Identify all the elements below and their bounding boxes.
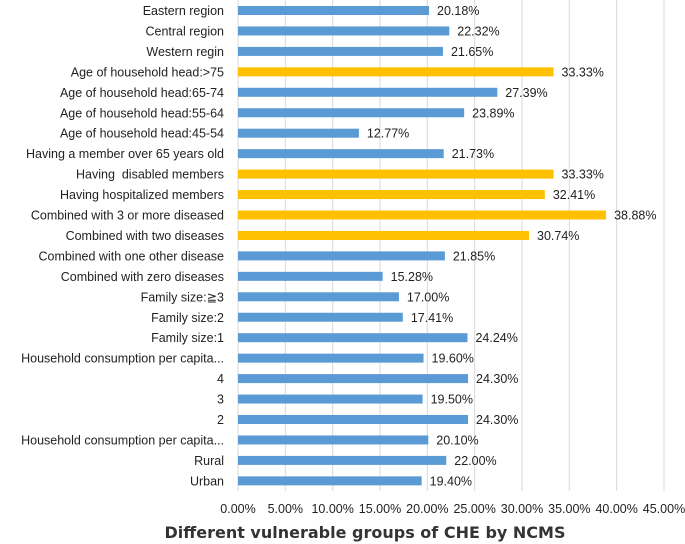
bar bbox=[238, 292, 399, 302]
category-label: Western regin bbox=[146, 45, 224, 59]
category-label: Family size:2 bbox=[151, 311, 224, 325]
data-label: 22.00% bbox=[454, 454, 496, 468]
data-label: 21.65% bbox=[451, 45, 493, 59]
category-label: Central region bbox=[145, 24, 224, 38]
data-label: 21.73% bbox=[452, 147, 494, 161]
category-label: Having a member over 65 years old bbox=[26, 147, 224, 161]
x-tick-label: 10.00% bbox=[311, 502, 353, 516]
category-label: Household consumption per capita... bbox=[21, 352, 224, 366]
bar bbox=[238, 353, 424, 363]
category-label: Family size:≧3 bbox=[141, 290, 224, 304]
data-label: 23.89% bbox=[472, 106, 514, 120]
x-tick-label: 0.00% bbox=[220, 502, 255, 516]
category-label: Age of household head:55-64 bbox=[60, 106, 224, 120]
bar bbox=[238, 6, 430, 15]
bar bbox=[238, 108, 465, 118]
bar bbox=[238, 333, 468, 343]
category-label: Eastern region bbox=[143, 4, 224, 18]
data-label: 17.41% bbox=[411, 311, 453, 325]
data-label: 17.00% bbox=[407, 290, 449, 304]
data-label: 33.33% bbox=[562, 65, 604, 79]
x-axis-ticks: 0.00% 5.00% 10.00% 15.00% 20.00% 25.00% 30.00%… bbox=[220, 502, 685, 516]
bar bbox=[238, 210, 607, 220]
bar bbox=[238, 169, 554, 179]
x-tick-label: 20.00% bbox=[406, 502, 448, 516]
data-label: 24.24% bbox=[475, 331, 517, 345]
bar bbox=[238, 87, 498, 97]
x-tick-label: 30.00% bbox=[501, 502, 543, 516]
bar bbox=[238, 312, 403, 322]
bar bbox=[238, 251, 445, 261]
data-label: 15.28% bbox=[391, 270, 433, 284]
category-label: Age of household head:>75 bbox=[71, 65, 224, 79]
category-label: Combined with one other disease bbox=[38, 249, 224, 263]
bar bbox=[238, 394, 423, 404]
value-labels: 20.18% 22.32% 21.65% 33.33% 27.39% 23.89% 12.7… bbox=[367, 4, 657, 488]
data-label: 24.30% bbox=[476, 413, 518, 427]
bar bbox=[238, 271, 383, 281]
category-label: Having hospitalized members bbox=[60, 188, 224, 202]
data-label: 20.10% bbox=[436, 433, 478, 447]
data-label: 33.33% bbox=[562, 168, 604, 182]
category-label: 2 bbox=[217, 413, 224, 427]
bar bbox=[238, 435, 429, 445]
category-label: Age of household head:65-74 bbox=[60, 86, 224, 100]
category-label: Age of household head:45-54 bbox=[60, 127, 224, 141]
bar bbox=[238, 190, 545, 200]
x-tick-label: 35.00% bbox=[548, 502, 590, 516]
category-label: 3 bbox=[217, 393, 224, 407]
x-tick-label: 40.00% bbox=[595, 502, 637, 516]
category-label: Combined with two diseases bbox=[66, 229, 224, 243]
gridlines bbox=[237, 0, 665, 491]
x-axis-title: Different vulnerable groups of CHE by NC… bbox=[165, 523, 566, 542]
data-label: 32.41% bbox=[553, 188, 595, 202]
x-tick-label: 25.00% bbox=[453, 502, 495, 516]
bar bbox=[238, 128, 359, 138]
x-tick-label: 15.00% bbox=[359, 502, 401, 516]
x-tick-label: 45.00% bbox=[643, 502, 685, 516]
data-label: 27.39% bbox=[505, 86, 547, 100]
data-label: 21.85% bbox=[453, 249, 495, 263]
bar bbox=[238, 26, 450, 36]
data-label: 20.18% bbox=[437, 4, 479, 18]
data-label: 30.74% bbox=[537, 229, 579, 243]
category-label: Having disabled members bbox=[76, 168, 224, 182]
category-label: Rural bbox=[194, 454, 224, 468]
data-label: 19.50% bbox=[431, 393, 473, 407]
category-label: 4 bbox=[217, 372, 224, 386]
data-label: 22.32% bbox=[457, 24, 499, 38]
data-label: 38.88% bbox=[614, 209, 656, 223]
category-labels: Eastern region Central region Western regi… bbox=[21, 4, 224, 488]
bar bbox=[238, 46, 443, 56]
data-label: 12.77% bbox=[367, 127, 409, 141]
data-label: 24.30% bbox=[476, 372, 518, 386]
bar bbox=[238, 455, 447, 465]
data-label: 19.40% bbox=[430, 474, 472, 488]
category-label: Family size:1 bbox=[151, 331, 224, 345]
bar bbox=[238, 67, 554, 77]
bar bbox=[238, 230, 530, 240]
category-label: Combined with 3 or more diseased bbox=[31, 209, 224, 223]
bar bbox=[238, 476, 422, 486]
bar bbox=[238, 415, 469, 424]
bar bbox=[238, 149, 444, 159]
x-tick-label: 5.00% bbox=[268, 502, 303, 516]
bar bbox=[238, 374, 469, 384]
category-label: Urban bbox=[190, 474, 224, 488]
bars bbox=[238, 6, 607, 486]
data-label: 19.60% bbox=[432, 352, 474, 366]
category-label: Household consumption per capita... bbox=[21, 433, 224, 447]
category-label: Combined with zero diseases bbox=[61, 270, 224, 284]
